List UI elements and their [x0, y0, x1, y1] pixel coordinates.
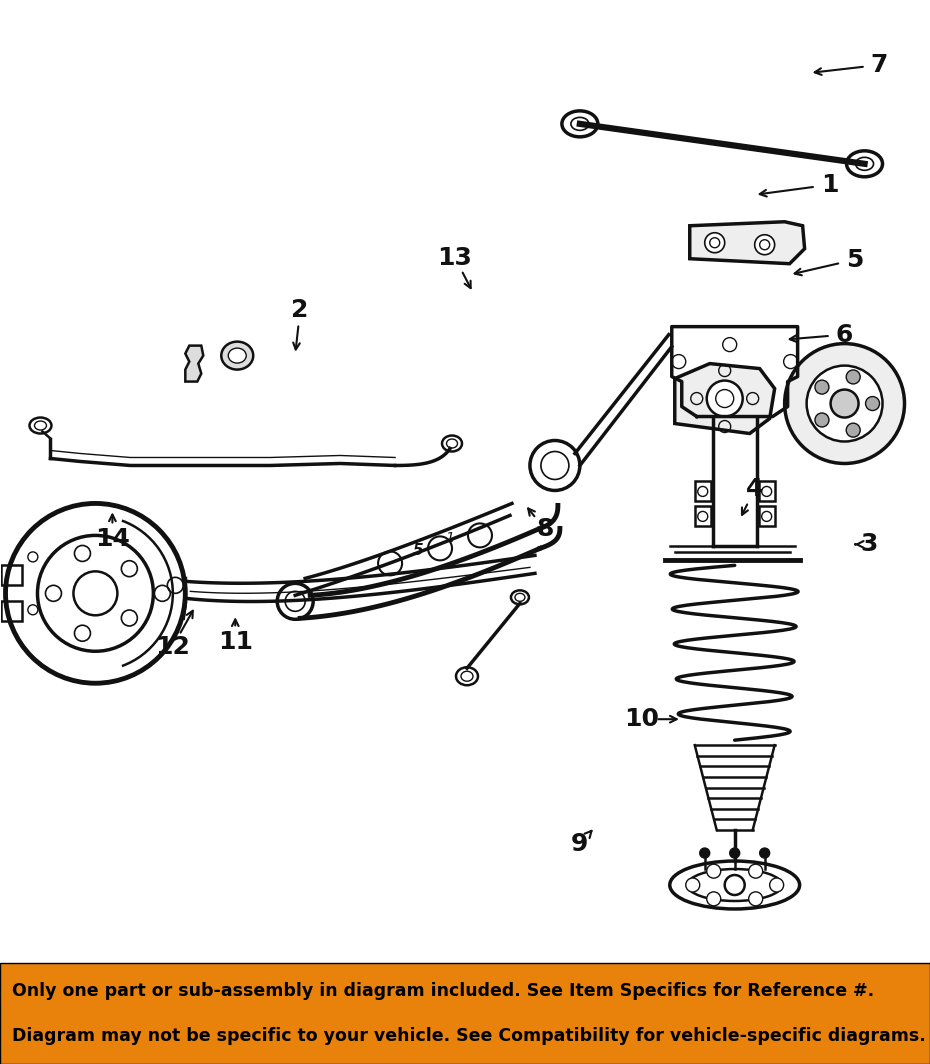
- Text: 7: 7: [870, 53, 888, 77]
- Text: 13: 13: [438, 246, 472, 269]
- Text: 1: 1: [821, 172, 838, 197]
- Circle shape: [770, 878, 784, 892]
- Text: 9: 9: [571, 832, 589, 857]
- Ellipse shape: [511, 591, 529, 604]
- Ellipse shape: [442, 435, 462, 451]
- Circle shape: [530, 440, 580, 491]
- Ellipse shape: [228, 348, 246, 363]
- Circle shape: [705, 233, 724, 253]
- Text: 10: 10: [624, 708, 659, 731]
- Text: Diagram may not be specific to your vehicle. See Compatibility for vehicle-speci: Diagram may not be specific to your vehi…: [12, 1027, 926, 1045]
- Polygon shape: [675, 364, 775, 433]
- Ellipse shape: [562, 111, 598, 137]
- Bar: [695, 481, 711, 501]
- Circle shape: [749, 892, 763, 905]
- Text: Only one part or sub-assembly in diagram included. See Item Specifics for Refere: Only one part or sub-assembly in diagram…: [12, 982, 874, 1000]
- Circle shape: [379, 551, 402, 576]
- Circle shape: [428, 536, 452, 561]
- Circle shape: [806, 366, 883, 442]
- Text: 4: 4: [746, 478, 764, 501]
- Circle shape: [815, 413, 829, 427]
- Circle shape: [707, 381, 743, 416]
- Circle shape: [724, 875, 745, 895]
- Circle shape: [277, 583, 313, 619]
- Ellipse shape: [221, 342, 253, 369]
- Bar: [1, 565, 22, 585]
- Circle shape: [707, 864, 721, 878]
- Text: 14: 14: [95, 528, 130, 551]
- Circle shape: [815, 380, 829, 394]
- Circle shape: [699, 848, 710, 858]
- Polygon shape: [185, 346, 204, 382]
- Circle shape: [468, 523, 492, 547]
- Bar: [759, 481, 775, 501]
- Circle shape: [846, 370, 860, 384]
- Circle shape: [685, 878, 699, 892]
- Circle shape: [785, 344, 905, 464]
- Circle shape: [754, 235, 775, 254]
- Bar: [759, 506, 775, 527]
- Text: 1: 1: [445, 531, 455, 546]
- Text: 5: 5: [413, 543, 423, 558]
- Text: 3: 3: [861, 532, 878, 556]
- Polygon shape: [690, 221, 804, 264]
- Text: 11: 11: [218, 630, 253, 654]
- Circle shape: [830, 389, 858, 417]
- Circle shape: [760, 848, 770, 858]
- Bar: [1, 601, 22, 621]
- Text: 12: 12: [155, 635, 190, 660]
- Ellipse shape: [456, 667, 478, 685]
- Text: 5: 5: [846, 248, 863, 271]
- Circle shape: [749, 864, 763, 878]
- Ellipse shape: [30, 417, 51, 433]
- Circle shape: [866, 397, 880, 411]
- Text: 2: 2: [291, 298, 309, 321]
- Circle shape: [846, 423, 860, 437]
- Text: 6: 6: [836, 322, 853, 347]
- Bar: [695, 506, 711, 527]
- Ellipse shape: [846, 151, 883, 177]
- Text: 8: 8: [537, 517, 553, 542]
- Circle shape: [730, 848, 739, 858]
- Circle shape: [707, 892, 721, 905]
